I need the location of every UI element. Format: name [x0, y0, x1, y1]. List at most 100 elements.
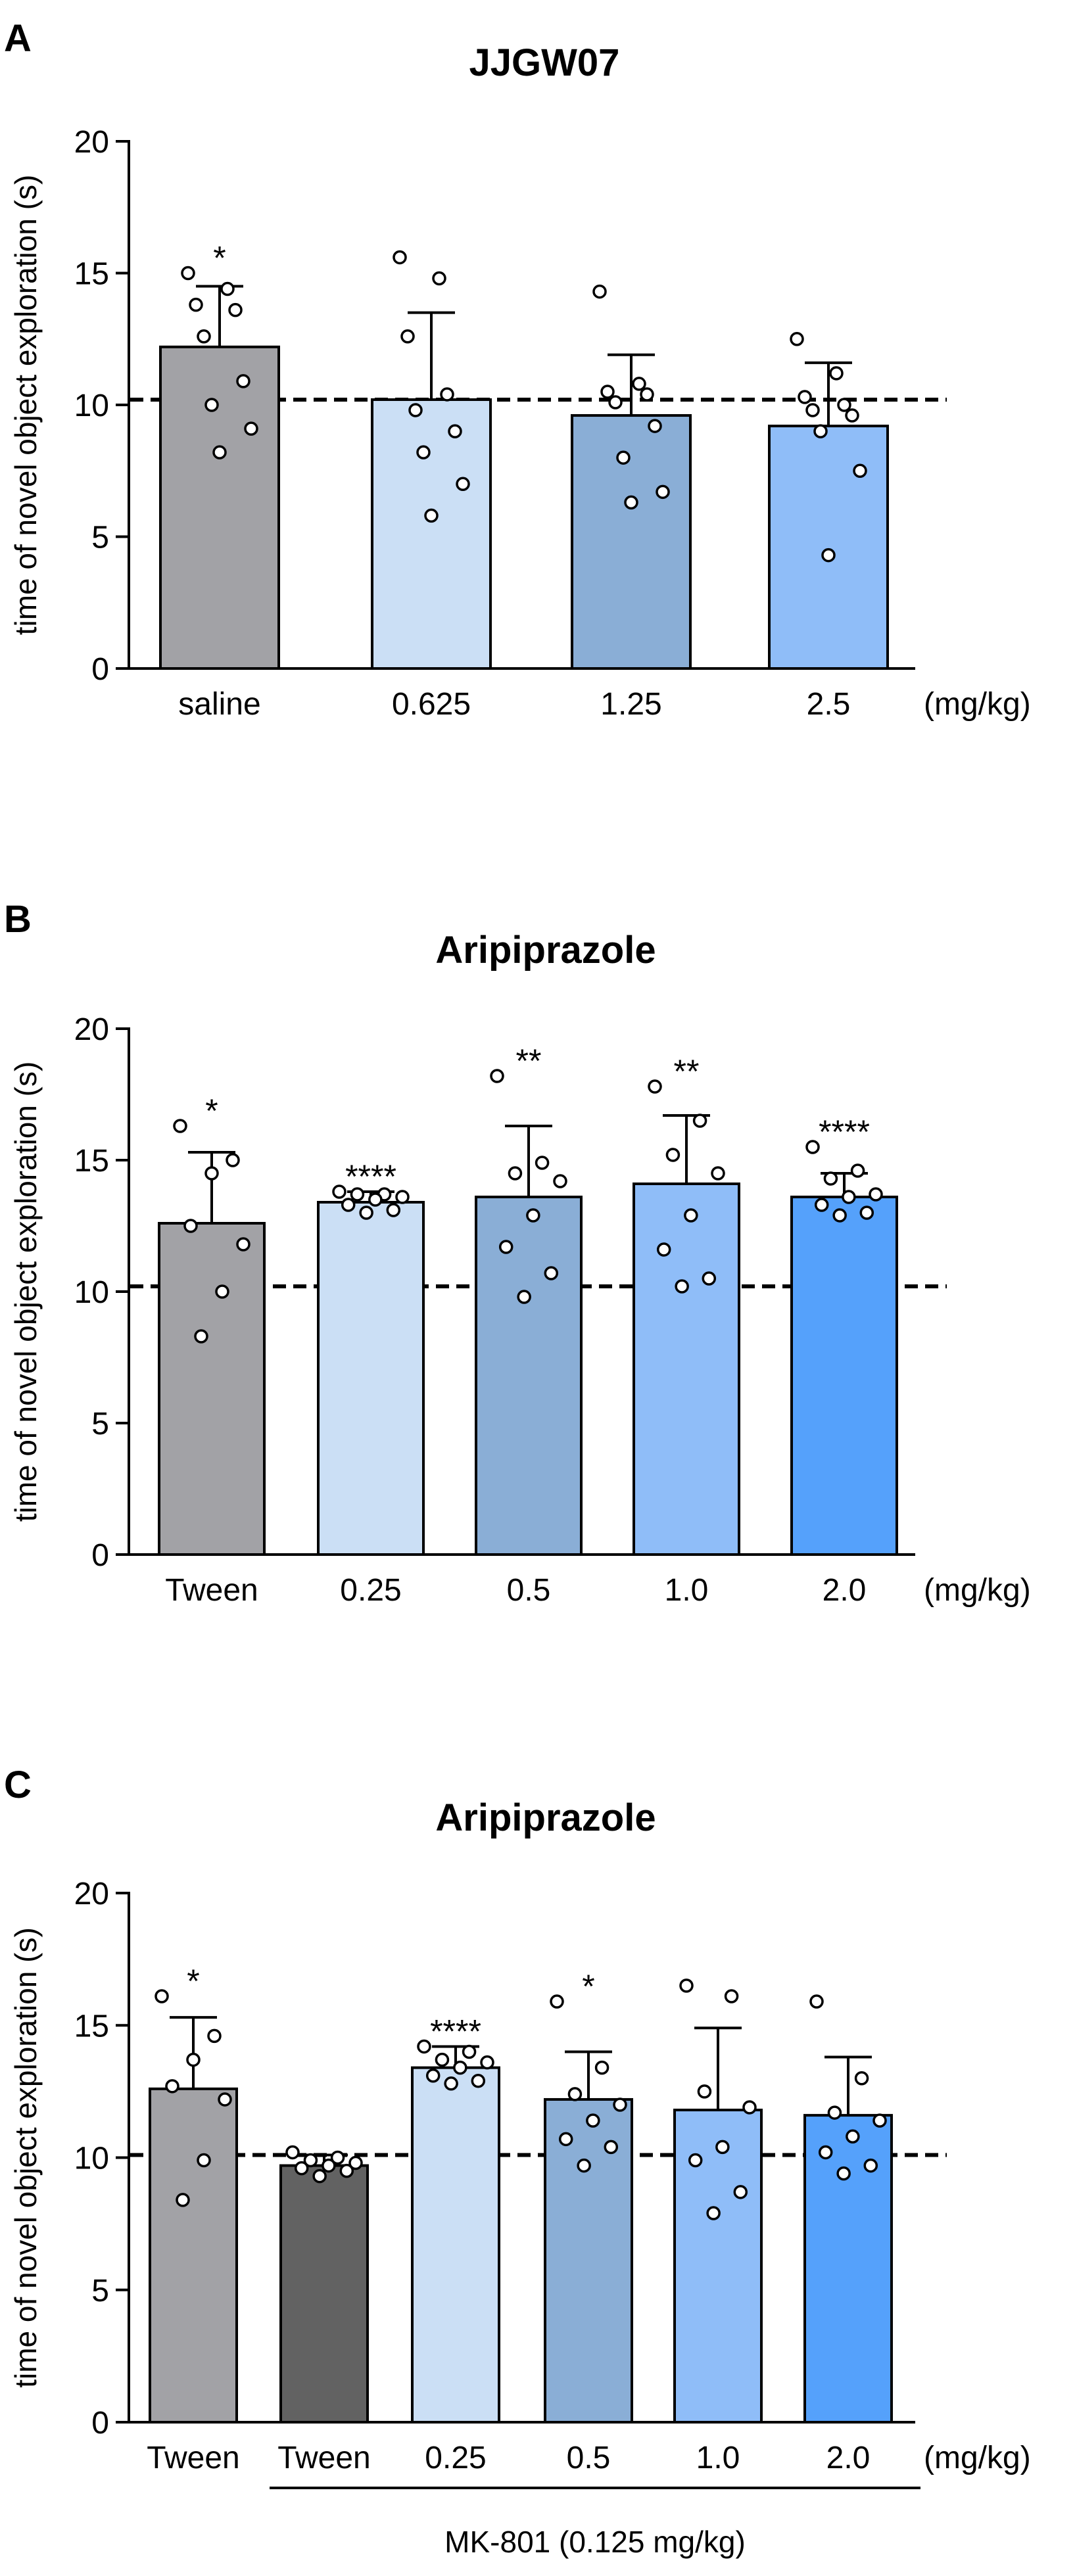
- data-point: [823, 1171, 838, 1186]
- data-point: [448, 424, 462, 438]
- data-point: [544, 1266, 559, 1280]
- data-point: [608, 395, 623, 410]
- panel-a-chart: JJGW07 time of novel object exploration (…: [9, 41, 1031, 722]
- data-point: [471, 2074, 486, 2088]
- data-point: [854, 2071, 869, 2086]
- data-point: [408, 403, 423, 417]
- data-point: [624, 495, 638, 510]
- data-point: [490, 1069, 504, 1083]
- x-tick-label: 0.5: [507, 1573, 551, 1608]
- data-point: [535, 1156, 550, 1170]
- data-point: [508, 1166, 523, 1181]
- x-tick-label: Tween: [165, 1573, 258, 1608]
- unit-label: (mg/kg): [924, 2441, 1031, 2475]
- bar: [317, 1201, 425, 1556]
- chart-title: Aripiprazole: [435, 1796, 656, 1839]
- unit-label: (mg/kg): [924, 1573, 1031, 1608]
- data-point: [684, 1208, 698, 1223]
- bar: [371, 398, 492, 670]
- data-point: [303, 2153, 318, 2168]
- data-point: [368, 1192, 383, 1207]
- data-point: [425, 2068, 441, 2083]
- data-point: [194, 1329, 208, 1344]
- data-point: [702, 1271, 717, 1286]
- data-point: [798, 390, 812, 404]
- data-point: [656, 484, 670, 500]
- data-point: [814, 1198, 829, 1212]
- data-point: [228, 302, 243, 317]
- x-tick-label: 1.0: [665, 1573, 709, 1608]
- bar: [768, 425, 889, 670]
- x-tick-label: 2.5: [807, 687, 851, 722]
- y-tick-label: 10: [74, 388, 109, 423]
- data-point: [836, 2166, 851, 2181]
- data-point: [809, 1994, 824, 2009]
- y-tick-label: 20: [74, 125, 109, 160]
- data-point: [339, 2163, 354, 2178]
- x-tick-label: Tween: [147, 2441, 239, 2475]
- y-tick-label: 10: [74, 2142, 109, 2176]
- data-point: [165, 2079, 179, 2094]
- data-point: [312, 2168, 327, 2184]
- data-point: [853, 463, 867, 478]
- data-point: [592, 284, 607, 299]
- data-point: [648, 1079, 662, 1094]
- significance-label: ****: [345, 1158, 396, 1195]
- y-axis-label: time of novel object exploration (s): [9, 175, 43, 636]
- bar: [158, 1222, 266, 1556]
- data-point: [724, 1989, 739, 2003]
- x-tick-label: 2.0: [823, 1573, 867, 1608]
- panel-c-chart: Aripiprazole time of novel object explora…: [9, 1796, 1031, 2559]
- x-tick-label: Tween: [277, 2441, 370, 2475]
- data-point: [586, 2113, 600, 2128]
- y-tick-label: 15: [74, 1144, 109, 1179]
- significance-label: *: [213, 240, 226, 277]
- significance-label: **: [516, 1042, 542, 1079]
- data-point: [393, 250, 407, 265]
- bar: [633, 1183, 740, 1556]
- x-tick-label: 2.0: [826, 2441, 871, 2475]
- data-point: [648, 419, 662, 433]
- data-point: [613, 2097, 627, 2112]
- significance-label: **: [674, 1053, 700, 1090]
- data-point: [600, 385, 615, 399]
- bar: [803, 2114, 893, 2424]
- data-point: [567, 2087, 583, 2101]
- data-point: [359, 1206, 373, 1220]
- data-point: [846, 2129, 860, 2144]
- data-point: [832, 1208, 847, 1223]
- data-point: [444, 2076, 458, 2091]
- data-point: [869, 1187, 883, 1202]
- data-point: [829, 366, 844, 381]
- bar: [475, 1196, 583, 1556]
- data-point: [395, 1190, 410, 1204]
- x-tick-label: 0.25: [340, 1573, 401, 1608]
- data-point: [616, 450, 631, 465]
- data-point: [348, 2155, 363, 2170]
- data-point: [517, 1290, 531, 1304]
- bar: [149, 2087, 238, 2424]
- data-point: [440, 387, 454, 402]
- y-tick-label: 10: [74, 1275, 109, 1310]
- bar: [571, 414, 692, 670]
- panel-letter-a: A: [4, 17, 32, 60]
- data-point: [181, 266, 195, 281]
- data-point: [386, 1203, 401, 1217]
- x-tick-label: 0.25: [425, 2441, 486, 2475]
- y-tick-label: 15: [74, 2009, 109, 2044]
- data-point: [742, 2100, 757, 2115]
- data-point: [226, 1153, 240, 1167]
- panel-b-chart: Aripiprazole time of novel object explora…: [9, 929, 1031, 1608]
- data-point: [456, 477, 470, 492]
- data-point: [821, 548, 836, 563]
- x-tick-label: 0.625: [392, 687, 471, 722]
- data-point: [204, 398, 219, 412]
- data-point: [872, 2113, 887, 2128]
- data-point: [236, 1237, 251, 1252]
- data-point: [706, 2206, 721, 2220]
- data-point: [424, 508, 439, 523]
- data-point: [453, 2060, 467, 2075]
- y-tick-label: 0: [91, 2406, 109, 2441]
- data-point: [435, 2052, 450, 2067]
